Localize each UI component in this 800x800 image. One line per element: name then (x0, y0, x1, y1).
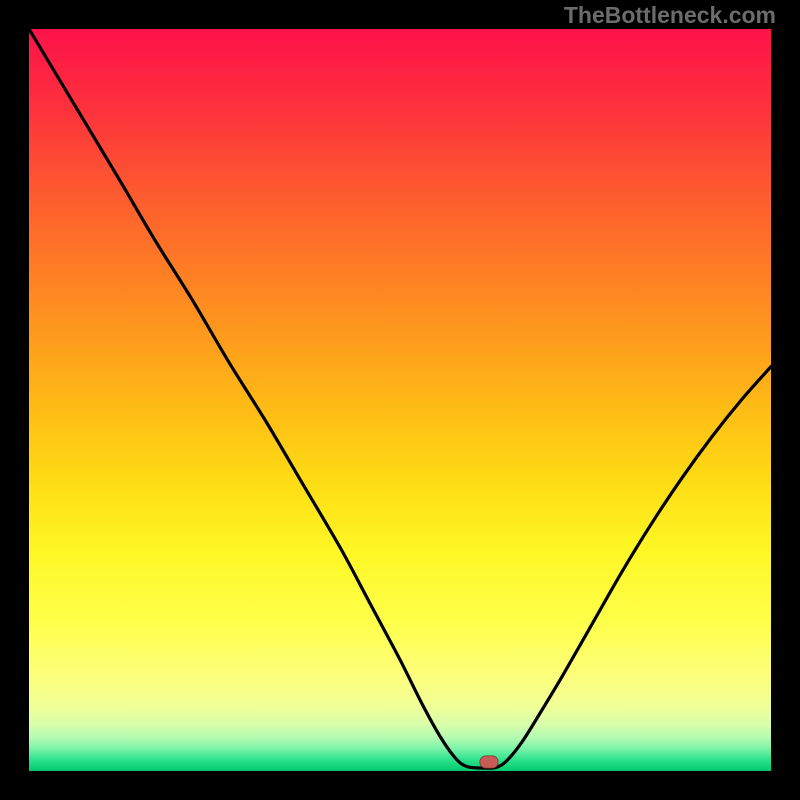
optimal-marker-shape (480, 756, 498, 768)
stage: TheBottleneck.com (0, 0, 800, 800)
curve-path (29, 29, 771, 768)
plot-area (29, 29, 771, 771)
optimal-marker (480, 756, 499, 769)
bottleneck-curve (29, 29, 771, 771)
attribution-label: TheBottleneck.com (564, 2, 776, 29)
